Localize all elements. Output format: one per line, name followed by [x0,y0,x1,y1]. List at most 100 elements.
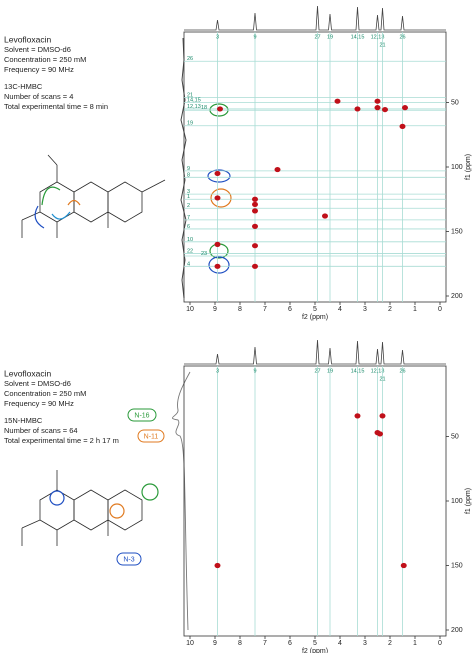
y-axis-label: f1 (ppm) [465,488,472,514]
info-line: Total experimental time = 8 min [4,102,108,111]
highlight-circle [207,169,231,183]
reference-label: 23 [201,251,207,257]
reference-label: 9 [253,368,256,374]
highlight-circle [141,483,159,501]
x-tick-label: 6 [288,640,292,647]
x-tick-label: 2 [388,306,392,313]
cross-peak [354,413,361,419]
plot-frame [183,365,447,637]
cross-peak [252,196,258,202]
cross-peak [252,243,258,249]
reference-label: 18 [201,105,207,111]
info-line: Frequency = 90 MHz [4,399,74,408]
reference-label: 27 [314,368,320,374]
correlation-arrow [34,205,45,229]
cross-peak [252,263,258,269]
reference-label: 19 [327,34,333,40]
reference-label: 27 [314,34,320,40]
x-tick-label: 9 [213,306,217,313]
reference-label: 26 [399,368,405,374]
x-axis-label: f2 (ppm) [302,314,328,321]
info-line: Frequency = 90 MHz [4,65,74,74]
reference-label: 3 [216,368,219,374]
reference-label: 21 [379,376,385,382]
info-line: Concentration = 250 mM [4,389,86,398]
cross-peak [274,166,281,173]
y-axis-label: f1 (ppm) [465,154,472,180]
cross-peak [354,106,361,112]
experiment: 13C-HMBC [4,82,43,91]
x-tick-label: 2 [388,640,392,647]
y-tick-label: 100 [451,164,463,171]
reference-label: 10 [187,237,193,243]
y-tick-label: 200 [451,293,463,300]
x-tick-label: 0 [438,306,442,313]
cross-peak [252,201,258,208]
x-tick-label: 8 [238,306,242,313]
reference-label: 21 [379,42,385,48]
molecule-2 [21,470,143,546]
x-axis-label: f2 (ppm) [302,648,328,653]
highlight-circle [49,490,65,506]
callout-box [116,552,142,566]
callout: N-11 [144,433,159,440]
experiment: 15N-HMBC [4,416,43,425]
cross-peak [377,431,383,437]
cross-peak [214,195,221,201]
x-tick-label: 0 [438,640,442,647]
y-tick-label: 50 [451,433,459,440]
x-tick-label: 7 [263,306,267,313]
cross-peak [334,98,341,104]
x-tick-label: 8 [238,640,242,647]
reference-label: 12,13 [187,104,201,110]
reference-label: 19 [327,368,333,374]
callout: N-16 [134,412,149,419]
x-tick-label: 4 [338,640,342,647]
y-tick-label: 200 [451,627,463,634]
info-line: Solvent = DMSO-d6 [4,45,71,54]
cross-peak [322,213,328,219]
reference-label: 12,13 [371,34,385,40]
x-tick-label: 1 [413,306,417,313]
correlation-arrow [41,186,61,206]
sample-title: Levofloxacin [4,34,52,44]
f1-projection [180,37,187,299]
highlight-circle [208,256,230,274]
cross-peak [399,123,406,129]
reference-label: 2 [187,203,190,209]
reference-label: 12,13 [371,368,385,374]
cross-peak [379,413,386,419]
y-tick-label: 150 [451,228,463,235]
reference-label: 8 [187,172,190,178]
reference-label: 26 [187,56,193,62]
x-tick-label: 4 [338,306,342,313]
info-line: Solvent = DMSO-d6 [4,379,71,388]
highlight-circle [109,503,125,519]
cross-peak [252,208,258,214]
info-line: Concentration = 250 mM [4,55,86,64]
f1-projection [172,371,191,631]
x-tick-label: 6 [288,306,292,313]
highlight-circle [210,188,232,208]
reference-label: 7 [187,215,190,221]
plot-frame [183,31,447,303]
reference-label: 3 [187,189,190,195]
cross-peak [374,105,381,111]
cross-peak [252,223,258,229]
reference-label: 9 [253,34,256,40]
reference-label: 1 [187,194,190,200]
info-line: Number of scans = 64 [4,426,78,435]
reference-label: 6 [187,224,190,230]
correlation-arrow [51,211,71,220]
cross-peak [400,562,407,569]
correlation-arrow [67,199,81,206]
reference-label: 22 [187,248,193,254]
reference-label: 26 [399,34,405,40]
callout-box [127,408,157,422]
molecule-1 [21,154,166,238]
reference-label: 21 [187,92,193,98]
x-tick-label: 10 [186,306,194,313]
reference-label: 14,15 [351,368,365,374]
reference-label: 9 [187,166,190,172]
